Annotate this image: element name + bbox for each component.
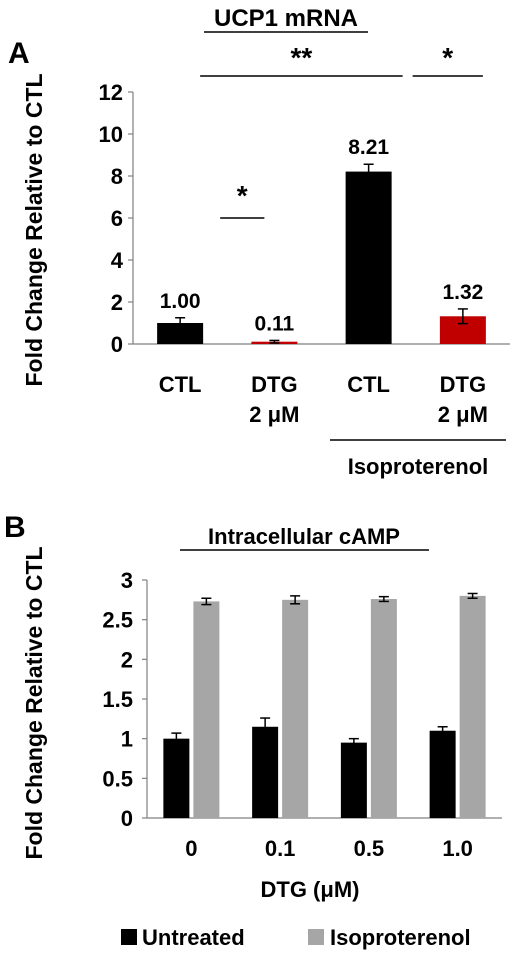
- chart-a-significance-label: *: [442, 42, 453, 73]
- chart-b-category-label: 0.1: [265, 836, 296, 861]
- chart-b-bar-isoproterenol: [459, 595, 486, 818]
- chart-b-bar-untreated: [163, 738, 190, 818]
- chart-b-y-tick-label: 1.5: [102, 687, 133, 712]
- chart-a-y-tick-label: 4: [111, 248, 124, 273]
- chart-a-value-label: 1.32: [442, 281, 483, 304]
- panel-a-letter: A: [8, 37, 30, 70]
- chart-a-y-tick-label: 6: [111, 206, 123, 231]
- chart-a-y-tick-label: 8: [111, 164, 123, 189]
- chart-b-bar-isoproterenol: [282, 599, 309, 818]
- chart-a-y-tick-label: 10: [99, 122, 123, 147]
- chart-a-ylabel: Fold Change Relative to CTL: [21, 73, 47, 386]
- legend-label-untreated: Untreated: [142, 925, 245, 950]
- chart-b-y-tick-label: 3: [121, 568, 133, 593]
- chart-a-significance-label: *: [237, 180, 248, 211]
- panel-b-letter: B: [4, 511, 26, 544]
- chart-b-y-tick-label: 0.5: [102, 766, 133, 791]
- chart-b-bar-untreated: [429, 730, 456, 818]
- chart-b-category-label: 1.0: [442, 836, 473, 861]
- legend-label-isoproterenol: Isoproterenol: [330, 925, 471, 950]
- chart-a-category-label: DTG: [440, 372, 486, 397]
- chart-b-xlabel: DTG (μM): [261, 877, 360, 902]
- chart-b: 0 0.5 1 1.5 2 2.5 3 0 0.1 0.5 1.0: [102, 568, 502, 861]
- chart-a-y-tick-label: 2: [111, 290, 123, 315]
- chart-a-value-label: 0.11: [255, 312, 295, 335]
- chart-b-title: Intracellular cAMP: [208, 524, 400, 549]
- chart-a-group-label: Isoproterenol: [348, 454, 489, 479]
- chart-b-y-tick-label: 2.5: [102, 608, 133, 633]
- chart-a-category-label-2: 2 μM: [438, 402, 488, 427]
- chart-a-title: UCP1 mRNA: [214, 5, 358, 32]
- chart-a-significance-label: **: [290, 42, 312, 73]
- chart-a-bar: [345, 171, 392, 344]
- legend-swatch-isoproterenol: [308, 929, 324, 945]
- chart-a-category-label: DTG: [251, 372, 297, 397]
- chart-b-bar-untreated: [252, 726, 279, 818]
- chart-a-y-tick-label: 0: [111, 332, 123, 357]
- chart-b-y-tick-label: 1: [121, 727, 133, 752]
- chart-a: 0 2 4 6 8 10 12 1.00 CTL 0.11 DTG 2 μM 8.21 CTL 1.32 DT…: [99, 42, 510, 427]
- chart-b-category-label: 0: [185, 836, 197, 861]
- chart-a-value-label: 1.00: [160, 290, 201, 313]
- chart-b-ylabel: Fold Change Relative to CTL: [21, 546, 47, 859]
- chart-b-category-label: 0.5: [354, 836, 385, 861]
- chart-a-value-label: 8.21: [348, 136, 389, 159]
- chart-a-category-label: CTL: [159, 372, 202, 397]
- chart-a-category-label: CTL: [347, 372, 390, 397]
- chart-b-bar-untreated: [340, 742, 367, 818]
- chart-a-y-tick-label: 12: [99, 80, 123, 105]
- chart-a-category-label-2: 2 μM: [249, 402, 299, 427]
- chart-b-y-tick-label: 2: [121, 647, 133, 672]
- chart-a-bar: [157, 323, 204, 344]
- chart-b-bar-isoproterenol: [193, 601, 220, 818]
- chart-b-bar-isoproterenol: [370, 599, 397, 818]
- chart-b-y-tick-label: 0: [121, 806, 133, 831]
- legend-swatch-untreated: [121, 929, 137, 945]
